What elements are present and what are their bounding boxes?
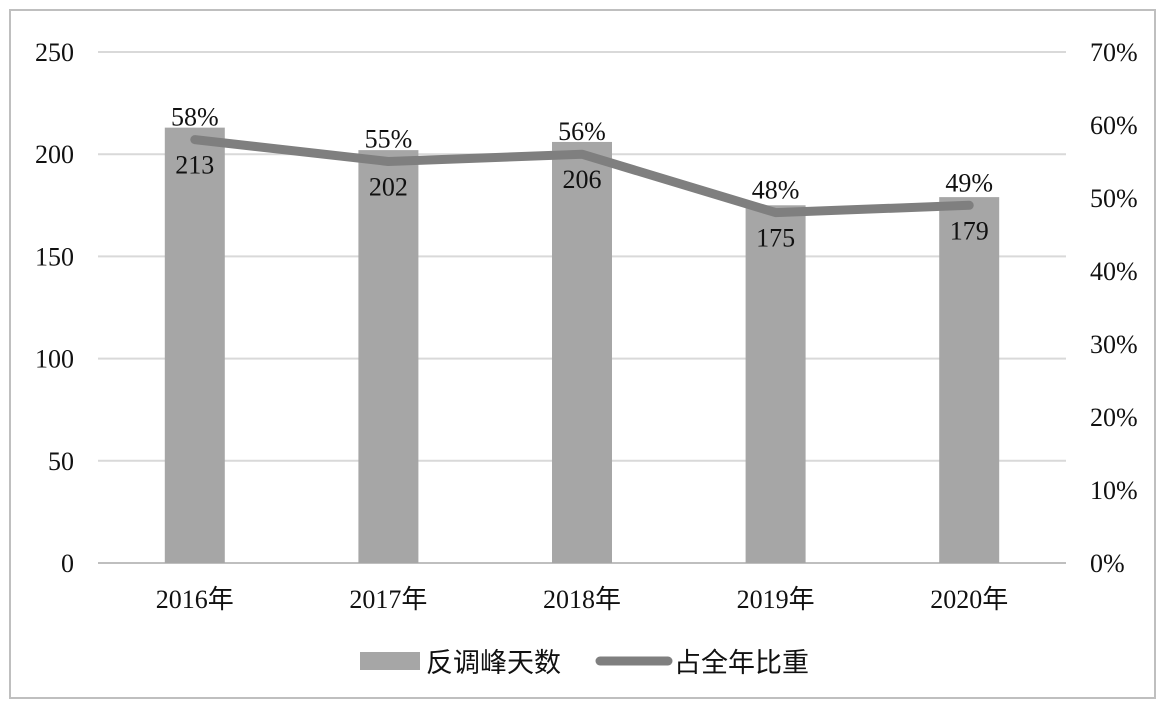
bar-data-label: 206 bbox=[563, 165, 602, 194]
bar bbox=[552, 141, 612, 563]
x-axis-tick-label: 2016年 bbox=[156, 585, 234, 614]
bar bbox=[745, 205, 806, 564]
legend: 反调峰天数 占全年比重 bbox=[360, 648, 809, 678]
bar-series bbox=[164, 127, 1000, 564]
line-series bbox=[190, 135, 974, 218]
left-axis-tick-label: 0 bbox=[61, 549, 74, 578]
right-axis-tick-label: 70% bbox=[1090, 38, 1138, 67]
bar bbox=[939, 197, 1000, 563]
line-data-label: 55% bbox=[365, 125, 413, 154]
right-axis-ticks: 0% 10% 20% 30% 40% 50% 60% 70% bbox=[1090, 38, 1138, 578]
bar bbox=[358, 150, 419, 563]
left-axis-tick-label: 150 bbox=[35, 242, 74, 271]
line-data-label: 49% bbox=[945, 168, 993, 197]
x-axis-tick-label: 2019年 bbox=[737, 585, 815, 614]
right-axis-tick-label: 30% bbox=[1090, 330, 1138, 359]
right-axis-tick-label: 60% bbox=[1090, 111, 1138, 140]
right-axis-tick-label: 20% bbox=[1090, 403, 1138, 432]
left-axis-tick-label: 50 bbox=[48, 447, 74, 476]
bar-data-label: 175 bbox=[756, 224, 795, 253]
x-axis-ticks: 2016年 2017年 2018年 2019年 2020年 bbox=[156, 585, 1008, 614]
line-data-label: 48% bbox=[752, 176, 800, 205]
data-labels: 58% 213 55% 202 56% 206 48% 175 49% 179 bbox=[171, 103, 993, 253]
right-axis-tick-label: 0% bbox=[1090, 549, 1125, 578]
legend-swatch-bar bbox=[360, 652, 420, 670]
left-axis-tick-label: 250 bbox=[35, 38, 74, 67]
line-data-label: 56% bbox=[558, 117, 606, 146]
right-axis-tick-label: 10% bbox=[1090, 476, 1138, 505]
x-axis-tick-label: 2017年 bbox=[349, 585, 427, 614]
line-data-label: 58% bbox=[171, 103, 219, 132]
left-axis-tick-label: 100 bbox=[35, 345, 74, 374]
x-axis-tick-label: 2018年 bbox=[543, 585, 621, 614]
bar-data-label: 202 bbox=[369, 173, 408, 202]
right-axis-tick-label: 50% bbox=[1090, 184, 1138, 213]
left-axis-ticks: 0 50 100 150 200 250 bbox=[35, 38, 74, 578]
bar-data-label: 179 bbox=[950, 216, 989, 245]
x-axis-tick-label: 2020年 bbox=[930, 585, 1008, 614]
series-line bbox=[190, 135, 974, 218]
bar-data-label: 213 bbox=[175, 151, 214, 180]
legend-label-line: 占全年比重 bbox=[674, 648, 809, 678]
bar bbox=[164, 127, 225, 564]
right-axis-tick-label: 40% bbox=[1090, 257, 1138, 286]
left-axis-tick-label: 200 bbox=[35, 140, 74, 169]
legend-label-bar: 反调峰天数 bbox=[426, 648, 561, 678]
